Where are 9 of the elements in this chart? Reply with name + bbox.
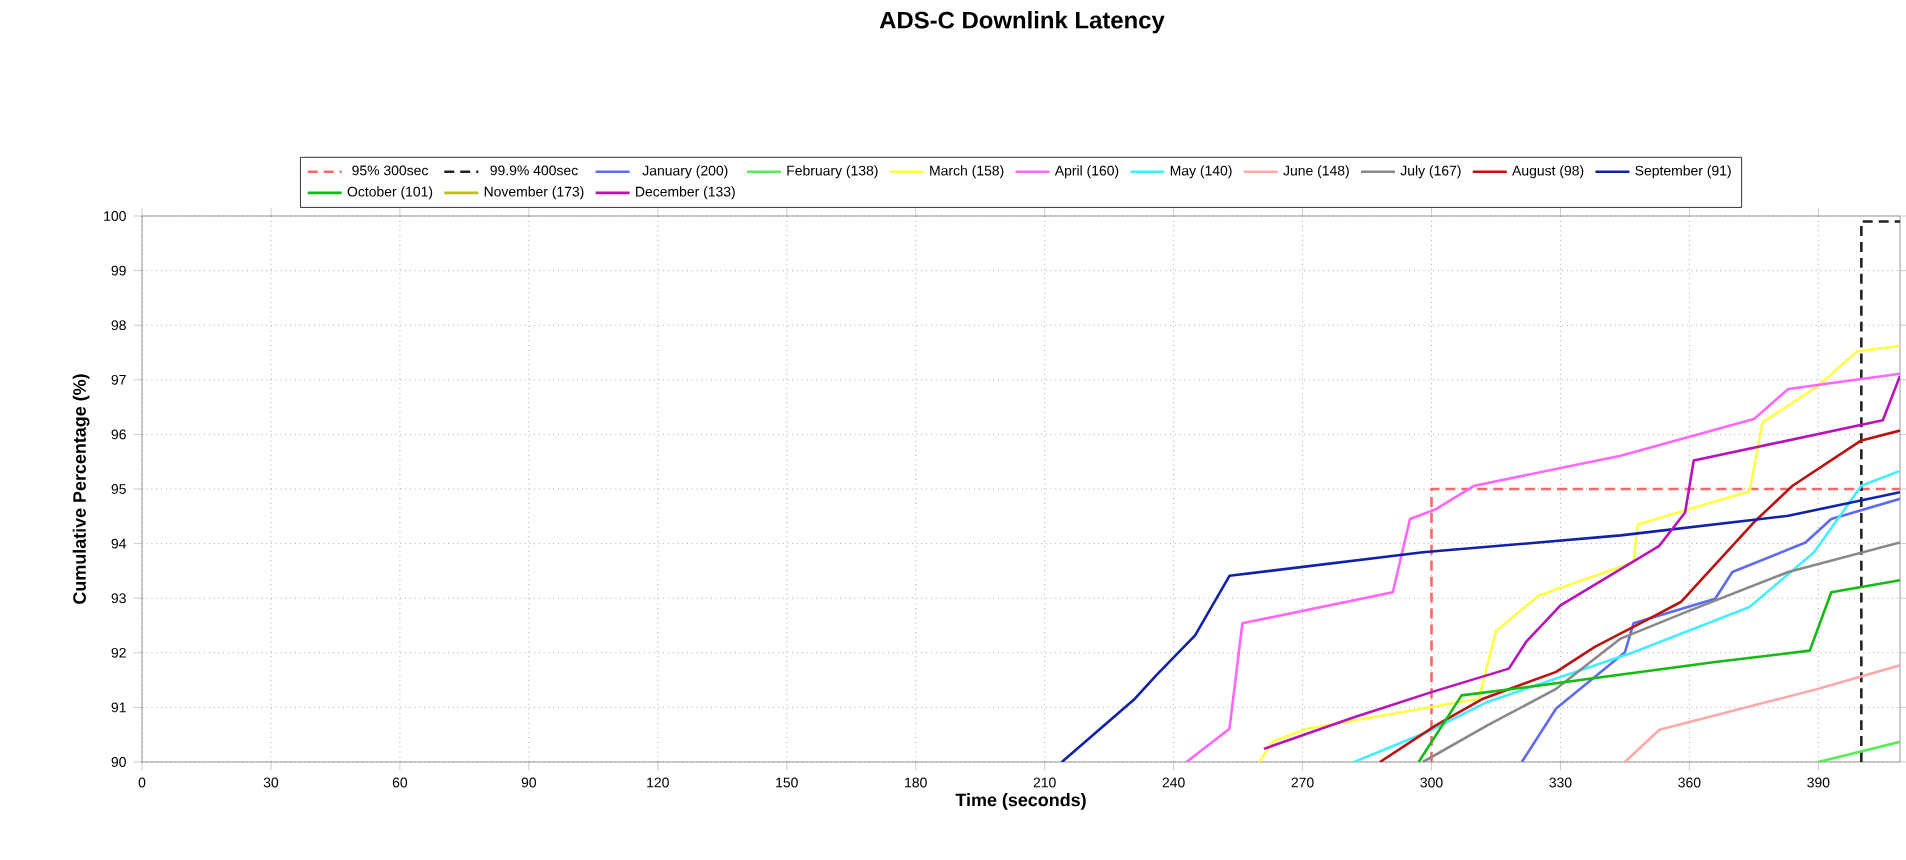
line-series (1060, 490, 1901, 762)
line-series (1623, 664, 1901, 762)
chart-title: ADS-C Downlink Latency (879, 11, 1165, 34)
line-series (1417, 578, 1901, 762)
line-series (1520, 497, 1901, 762)
line-series (1378, 429, 1901, 762)
y-axis-title: Cumulative Percentage (%) (72, 374, 90, 604)
x-axis-title: Time (seconds) (955, 793, 1086, 810)
line-series (1352, 469, 1901, 762)
